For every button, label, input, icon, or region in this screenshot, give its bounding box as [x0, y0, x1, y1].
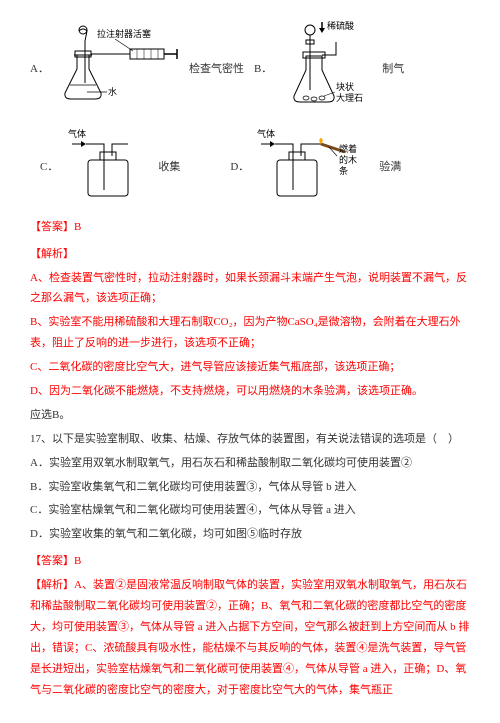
- marble-label-1: 块状: [336, 81, 354, 92]
- q17-d: D．实验室收集的氧气和二氧化碳，均可如图⑤临时存放: [30, 524, 470, 545]
- wood-label-1: 燃着: [339, 143, 357, 154]
- analysis-1-label: 【解析】: [30, 244, 470, 265]
- q17-b: B．实验室收集氧气和二氧化碳均可使用装置③，气体从导管 b 进入: [30, 477, 470, 498]
- caption-c: 收集: [158, 157, 180, 178]
- diagram-c: 气体: [64, 126, 154, 209]
- analysis-1-end: 应选B。: [30, 405, 470, 426]
- option-d-label: D．: [230, 157, 249, 178]
- diagram-row-2: C． 气体 收集 D． 气体: [40, 126, 470, 209]
- analysis-1-b: B、实验室不能用稀硫酸和大理石制取CO₂，因为产物CaSO₄是微溶物，会附着在大…: [30, 312, 470, 354]
- marble-label-2: 大理石: [336, 92, 363, 103]
- answer-2: 【答案】B: [30, 551, 470, 572]
- caption-d: 验满: [379, 157, 401, 178]
- syringe-label: 拉注射器活塞: [97, 28, 151, 39]
- option-b-label: B．: [254, 59, 272, 80]
- analysis-1-d: D、因为二氧化碳不能燃烧，不支持燃烧，可以用燃烧的木条验满，该选项正确。: [30, 381, 470, 402]
- analysis-2: 【解析】A、装置②是固液常温反响制取气体的装置，实验室用双氧水制取氧气，用石灰石…: [30, 575, 470, 700]
- q17-a: A．实验室用双氧水制取氧气，用石灰石和稀盐酸制取二氧化碳均可使用装置②: [30, 453, 470, 474]
- water-label: 水: [108, 86, 117, 97]
- acid-label: 稀硫酸: [327, 20, 354, 31]
- gas-label-c: 气体: [68, 128, 86, 139]
- q17-stem: 17、以下是实验室制取、收集、枯燥、存放气体的装置图，有关说法错误的选项是（ ）: [30, 429, 470, 450]
- wood-label-2: 的木: [339, 154, 357, 165]
- diagram-a: 拉注射器活塞 水: [55, 25, 185, 113]
- diagram-d: 气体 燃着 的木 条: [255, 126, 375, 209]
- answer-1: 【答案】B: [30, 217, 470, 238]
- gas-label-d: 气体: [257, 128, 275, 139]
- option-a-label: A．: [30, 59, 49, 80]
- caption-a: 检查气密性: [189, 59, 244, 80]
- caption-b: 制气: [382, 59, 404, 80]
- q17-c: C．实验室枯燥氧气和二氧化碳均可使用装置④，气体从导管 a 进入: [30, 500, 470, 521]
- analysis-1-c: C、二氧化碳的密度比空气大，进气导管应该接近集气瓶底部，该选项正确；: [30, 357, 470, 378]
- diagram-b: 稀硫酸 块状 大理石: [278, 20, 378, 118]
- analysis-1-a: A、检查装置气密性时，拉动注射器时，如果长颈漏斗末端产生气泡，说明装置不漏气，反…: [30, 268, 470, 310]
- wood-label-3: 条: [339, 165, 348, 176]
- diagram-row-1: A． 拉注射器活塞 水: [30, 20, 470, 118]
- option-c-label: C．: [40, 157, 58, 178]
